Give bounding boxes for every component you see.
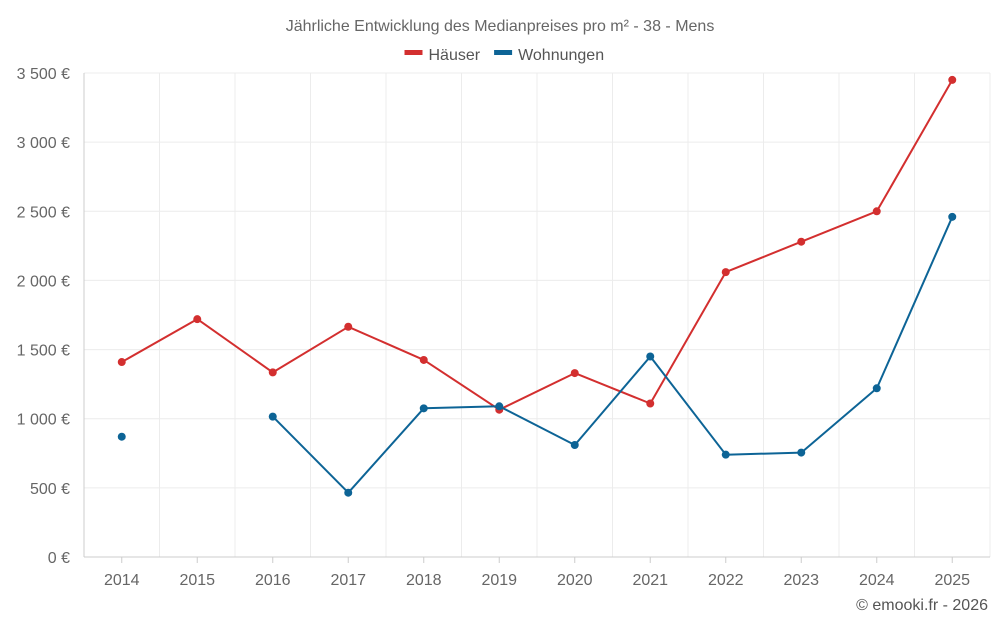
data-point [721, 450, 730, 459]
data-point [419, 404, 428, 413]
series-line [121, 79, 954, 411]
y-tick-label: 0 € [48, 550, 70, 567]
data-point [268, 412, 277, 421]
data-point [948, 212, 957, 221]
y-tick-label: 3 500 € [17, 66, 70, 83]
data-point [948, 75, 957, 84]
series-group [117, 75, 957, 497]
series-0 [117, 75, 957, 414]
x-tick-label: 2023 [783, 572, 819, 589]
x-tick-label: 2020 [557, 572, 593, 589]
data-point [872, 384, 881, 393]
y-axis: 0 € 500 € 1 000 € 1 500 € 2 000 € 2 500 € 3 00… [17, 66, 85, 567]
y-tick-label: 2 000 € [17, 273, 70, 290]
data-point [495, 402, 504, 411]
series-1 [117, 212, 957, 497]
legend-label: Häuser [429, 47, 481, 64]
credit-text: © emooki.fr - 2026 [856, 597, 988, 614]
data-point [721, 268, 730, 277]
data-point [117, 432, 126, 441]
data-point [268, 368, 277, 377]
data-point [646, 352, 655, 361]
x-tick-label: 2016 [255, 572, 291, 589]
legend-item-0: Häuser [404, 47, 481, 64]
x-tick-label: 2017 [330, 572, 366, 589]
data-point [344, 322, 353, 331]
x-tick-label: 2014 [104, 572, 140, 589]
y-tick-label: 500 € [30, 481, 70, 498]
x-tick-label: 2018 [406, 572, 442, 589]
data-point [872, 207, 881, 216]
x-tick-label: 2021 [632, 572, 668, 589]
legend-swatch [494, 50, 513, 55]
legend-label: Wohnungen [518, 47, 604, 64]
x-axis: 2014 2015 2016 2017 2018 2019 2020 2021 2022 2023… [84, 556, 990, 589]
x-tick-label: 2015 [179, 572, 215, 589]
data-point [646, 399, 655, 408]
y-tick-label: 3 000 € [17, 135, 70, 152]
y-tick-label: 1 000 € [17, 412, 70, 429]
data-point [797, 448, 806, 457]
data-point [344, 488, 353, 497]
y-tick-label: 2 500 € [17, 204, 70, 221]
data-point [797, 237, 806, 246]
legend-swatch [404, 50, 423, 55]
y-tick-label: 1 500 € [17, 343, 70, 360]
x-tick-label: 2025 [934, 572, 970, 589]
chart-title: Jährliche Entwicklung des Medianpreises … [286, 18, 715, 35]
data-point [193, 315, 202, 324]
x-tick-label: 2022 [708, 572, 744, 589]
data-point [570, 440, 579, 449]
legend: Häuser Wohnungen [404, 47, 604, 64]
data-point [570, 369, 579, 378]
x-tick-label: 2019 [481, 572, 517, 589]
data-point [419, 355, 428, 364]
data-point [117, 358, 126, 367]
series-line [272, 216, 954, 494]
legend-item-1: Wohnungen [494, 47, 604, 64]
x-tick-label: 2024 [859, 572, 895, 589]
grid [83, 72, 991, 557]
